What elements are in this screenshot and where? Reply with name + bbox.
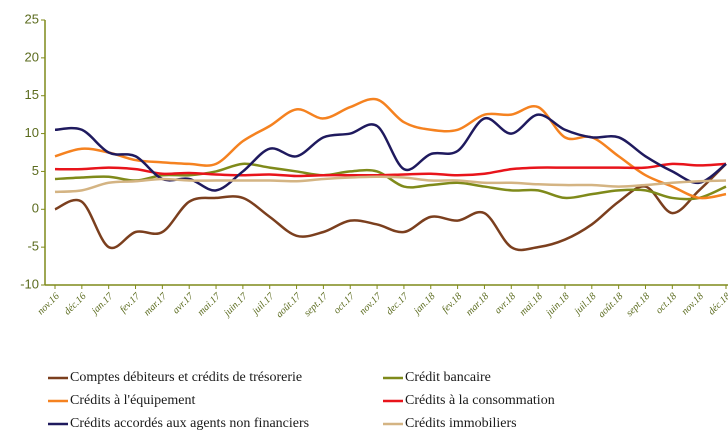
series-line (54, 162, 727, 201)
x-tick-label: nov.18 (680, 291, 706, 317)
series-line (54, 162, 727, 178)
legend-label: Crédits à la consommation (405, 393, 555, 408)
x-tick-label: fev.18 (440, 291, 464, 315)
x-tick-label: août.18 (596, 291, 625, 320)
x-tick-label: dec.17 (384, 290, 411, 317)
y-tick-label: 25 (25, 11, 39, 26)
x-tick-label: juil.18 (571, 291, 598, 318)
x-tick-label: mar.18 (464, 291, 491, 318)
legend-label: Crédit bancaire (405, 370, 491, 385)
y-tick-label: 10 (25, 125, 39, 140)
x-tick-label: déc.18 (706, 291, 728, 317)
y-tick-label: 0 (32, 201, 39, 216)
x-tick-label: jan.18 (410, 291, 437, 318)
y-tick-label: -5 (27, 239, 39, 254)
x-tick-label: fev.17 (118, 290, 143, 315)
y-tick-label: -10 (20, 276, 39, 291)
x-tick-label: mai.17 (196, 290, 224, 318)
series-line (54, 175, 727, 194)
y-tick-label: 20 (25, 49, 39, 64)
x-tick-label: nov.17 (358, 290, 385, 317)
series-line (54, 97, 727, 200)
y-tick-label: 15 (25, 87, 39, 102)
legend-label: Crédits immobiliers (405, 416, 517, 431)
x-tick-label: août.17 (274, 290, 304, 320)
x-tick-label: oct.18 (654, 291, 679, 316)
x-tick-label: mar.17 (142, 290, 170, 318)
x-tick-label: sept.18 (624, 291, 652, 319)
x-tick-label: déc.16 (62, 291, 88, 317)
legend-label: Crédits accordés aux agents non financie… (70, 416, 309, 431)
x-tick-label: juin.18 (543, 291, 572, 320)
x-tick-label: nov.16 (35, 291, 61, 317)
x-tick-label: juin.17 (221, 290, 251, 320)
x-tick-label: mai.18 (518, 291, 545, 318)
y-tick-label: 5 (32, 163, 39, 178)
legend-label: Crédits à l'équipement (70, 393, 195, 408)
x-tick-label: juil.17 (249, 290, 277, 318)
x-tick-label: jan.17 (88, 290, 116, 318)
x-tick-label: avr.17 (171, 290, 197, 316)
series-line (54, 162, 727, 252)
x-tick-label: sept.17 (302, 290, 331, 319)
x-tick-label: avr.18 (493, 291, 518, 316)
x-tick-label: oct.17 (332, 290, 358, 316)
legend-label: Comptes débiteurs et crédits de trésorer… (70, 370, 302, 385)
